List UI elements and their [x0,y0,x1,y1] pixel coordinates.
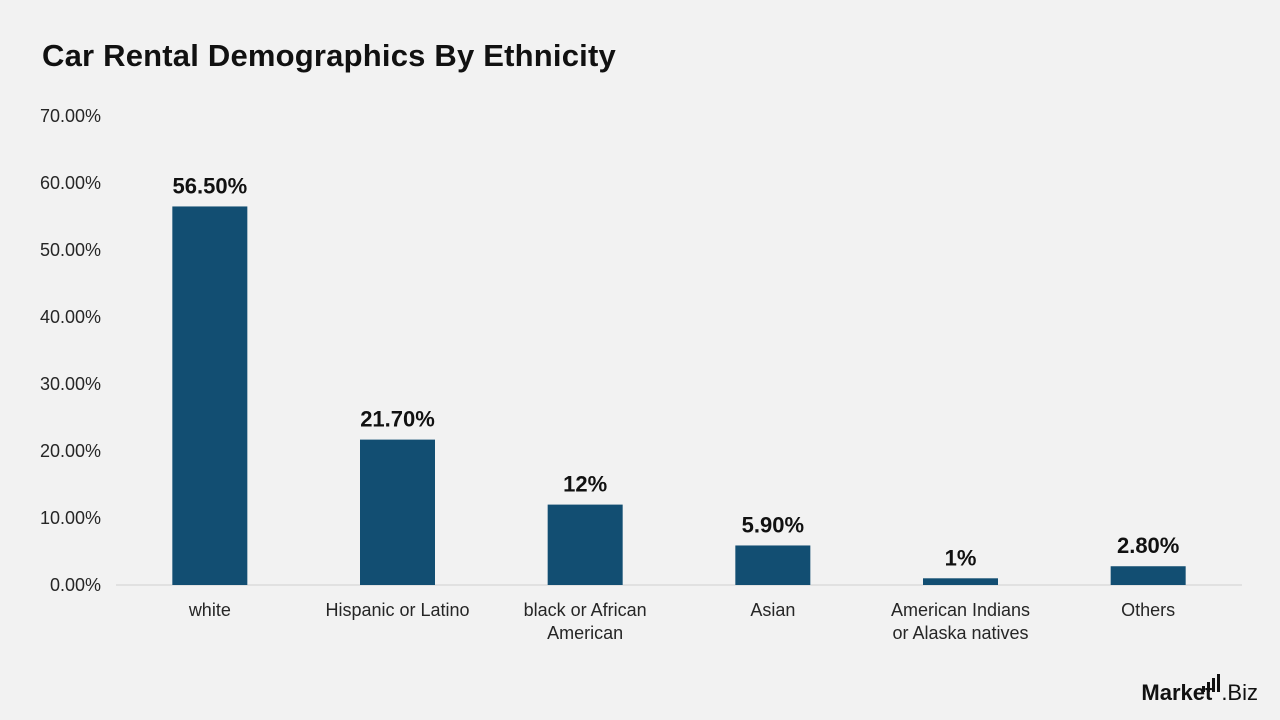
data-label: 12% [563,472,607,497]
x-axis-category-labels: white Hispanic or Latino black or African A… [188,600,1175,643]
y-tick-label: 30.00% [40,374,101,394]
bar [735,545,811,585]
bar-chart-icon [1202,674,1221,692]
x-category-label: Hispanic or Latino [325,600,469,620]
data-label: 2.80% [1117,533,1179,558]
y-tick-label: 0.00% [50,575,101,595]
y-tick-label: 20.00% [40,441,101,461]
bar [360,439,435,585]
bar [547,504,623,585]
y-axis-tick-labels: 0.00% 10.00% 20.00% 30.00% 40.00% 50.00% 60.00… [40,106,101,595]
bar [1110,566,1186,585]
data-label: 21.70% [360,407,435,432]
x-category-label: black or African American [524,600,647,643]
x-category-label: Others [1121,600,1175,620]
y-tick-label: 50.00% [40,240,101,260]
x-category-label: American Indians or Alaska natives [891,600,1030,643]
x-category-label: Asian [750,600,795,620]
logo-suffix: .Biz [1221,680,1258,705]
bars [172,206,1186,585]
y-tick-label: 40.00% [40,307,101,327]
data-label: 1% [945,545,977,570]
data-label: 56.50% [173,173,248,198]
chart-title: Car Rental Demographics By Ethnicity [42,38,616,73]
bar [923,578,998,585]
bar [172,206,248,585]
market-biz-logo: Market .Biz [1141,674,1258,706]
data-label: 5.90% [742,512,804,537]
logo-text: Market [1141,680,1213,705]
y-tick-label: 10.00% [40,508,101,528]
x-category-label: white [188,600,231,620]
y-tick-label: 70.00% [40,106,101,126]
data-labels: 56.50% 21.70% 12% 5.90% 1% 2.80% [173,173,1180,570]
y-tick-label: 60.00% [40,173,101,193]
